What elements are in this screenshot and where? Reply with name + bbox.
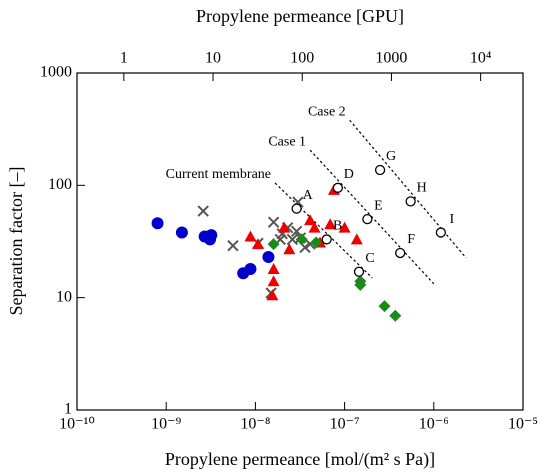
x2-tick-label: 100 — [290, 50, 314, 67]
point — [308, 221, 321, 233]
point-label: D — [344, 167, 354, 182]
point — [324, 218, 337, 230]
x-tick-label: 10⁻⁶ — [419, 416, 449, 433]
x2-axis-title: Propylene permeance [GPU] — [196, 6, 404, 26]
point — [332, 182, 343, 193]
point — [283, 243, 296, 255]
point — [197, 205, 209, 217]
x2-tick-label: 10⁴ — [470, 50, 492, 67]
point-label: I — [450, 212, 455, 227]
point — [267, 275, 280, 287]
point — [291, 203, 302, 214]
point — [395, 247, 406, 259]
x-tick-label: 10⁻⁵ — [508, 416, 538, 433]
point — [310, 236, 323, 249]
x-tick-label: 10⁻⁷ — [330, 416, 360, 433]
x-tick-label: 10⁻¹⁰ — [59, 416, 95, 433]
point — [321, 234, 332, 245]
point — [338, 221, 351, 233]
point-label: C — [365, 251, 374, 266]
point — [374, 164, 386, 176]
x-axis-title: Propylene permeance [mol/(m² s Pa)] — [165, 449, 435, 470]
point — [266, 289, 279, 301]
point — [405, 196, 416, 207]
point — [252, 238, 265, 250]
point — [267, 262, 280, 274]
point-label: A — [303, 188, 314, 203]
point — [304, 214, 317, 226]
point — [435, 227, 447, 238]
point — [378, 300, 391, 313]
line-label: Current membrane — [166, 167, 271, 182]
x2-tick-label: 1 — [120, 50, 128, 67]
point — [267, 216, 280, 228]
y-tick-label: 10 — [56, 288, 72, 305]
x-tick-label: 10⁻⁹ — [151, 416, 181, 433]
guide-line — [349, 119, 467, 259]
point-label: B — [333, 219, 342, 234]
point — [278, 221, 291, 233]
point — [295, 233, 308, 246]
point — [205, 229, 218, 242]
y-tick-label: 100 — [48, 176, 72, 193]
point — [244, 230, 257, 242]
point — [267, 238, 280, 251]
point — [175, 226, 188, 239]
line-label: Case 2 — [308, 104, 346, 119]
plot-frame — [76, 72, 524, 411]
point — [389, 309, 402, 322]
x2-tick-label: 1000 — [375, 50, 407, 67]
point — [262, 251, 275, 264]
y-tick-label: 1000 — [40, 64, 72, 81]
point-label: F — [407, 232, 415, 247]
point — [290, 225, 303, 237]
x2-tick-label: 10 — [205, 50, 221, 67]
point — [151, 217, 164, 230]
point-label: G — [386, 149, 396, 164]
x-tick-label: 10⁻⁸ — [240, 416, 270, 433]
line-label: Case 1 — [268, 134, 306, 149]
point-label: E — [374, 198, 383, 213]
point — [350, 233, 363, 245]
point — [227, 240, 239, 252]
y-axis-title: Separation factor [–] — [6, 167, 26, 316]
point — [362, 213, 373, 225]
y-tick-label: 1 — [64, 401, 72, 418]
point-label: H — [417, 181, 427, 196]
point — [244, 262, 257, 275]
point — [353, 266, 365, 277]
point — [354, 278, 367, 291]
